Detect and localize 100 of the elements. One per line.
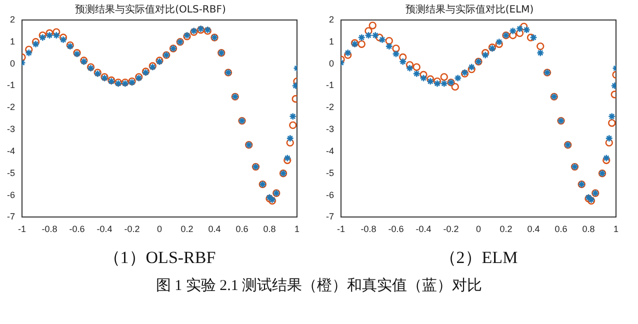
x-tick-label: 0 bbox=[476, 224, 482, 234]
x-tick-label: 1 bbox=[613, 224, 619, 234]
x-tick-label: 0.2 bbox=[500, 224, 512, 234]
point bbox=[46, 31, 54, 40]
text: （1）OLS-RBF bbox=[102, 246, 217, 268]
y-tick-label: -2 bbox=[6, 102, 15, 112]
x-tick-label: -0.4 bbox=[416, 224, 432, 234]
point bbox=[25, 46, 33, 54]
point bbox=[412, 63, 420, 71]
x-tick-label: 0.2 bbox=[180, 224, 194, 234]
point bbox=[364, 27, 372, 35]
point bbox=[605, 134, 613, 142]
x-tick-label: 0.4 bbox=[527, 224, 540, 234]
point bbox=[530, 34, 538, 42]
point bbox=[608, 112, 616, 120]
point bbox=[440, 73, 448, 81]
point bbox=[509, 27, 517, 35]
point bbox=[526, 34, 535, 42]
point bbox=[392, 50, 400, 58]
point bbox=[364, 31, 372, 40]
x-tick-label: 0 bbox=[156, 224, 162, 234]
point bbox=[412, 70, 420, 78]
point bbox=[516, 24, 524, 33]
x-tick-label: 0.6 bbox=[236, 224, 248, 234]
y-tick-label: 0 bbox=[328, 58, 334, 68]
y-tick-label: 1 bbox=[328, 36, 334, 46]
point bbox=[602, 154, 610, 162]
x-tick-label: -0.6 bbox=[69, 224, 85, 234]
point bbox=[38, 31, 46, 40]
x-tick-label: -0.8 bbox=[42, 224, 58, 234]
y-tick-label: -1 bbox=[326, 80, 334, 90]
point bbox=[358, 34, 366, 42]
point bbox=[52, 31, 60, 40]
y-tick-label: 2 bbox=[10, 14, 15, 24]
y-tick-label: -1 bbox=[6, 80, 15, 90]
x-tick-label: 0.6 bbox=[554, 224, 568, 234]
x-tick-label: -1 bbox=[18, 224, 26, 234]
point bbox=[284, 154, 292, 162]
y-tick-label: 2 bbox=[328, 14, 334, 24]
y-tick-label: -6 bbox=[326, 190, 334, 200]
text: （2）ELM bbox=[438, 246, 519, 268]
chart-title: 预测结果与实际值对比(OLS-RBF) bbox=[75, 4, 226, 16]
point bbox=[289, 112, 297, 120]
point bbox=[289, 121, 297, 130]
x-tick-label: -1 bbox=[336, 224, 346, 234]
point bbox=[52, 28, 60, 36]
y-tick-label: -4 bbox=[326, 146, 334, 156]
y-tick-label: -2 bbox=[326, 102, 334, 112]
point bbox=[358, 40, 366, 48]
point bbox=[522, 26, 530, 34]
y-tick-label: -4 bbox=[6, 146, 15, 156]
point bbox=[420, 74, 428, 82]
point bbox=[368, 22, 376, 30]
y-tick-label: -5 bbox=[6, 168, 15, 178]
point bbox=[406, 64, 414, 72]
point bbox=[399, 53, 407, 62]
point bbox=[286, 138, 294, 147]
point bbox=[608, 119, 616, 127]
x-tick-label: -0.8 bbox=[360, 224, 376, 234]
point bbox=[59, 36, 68, 44]
point bbox=[286, 134, 294, 142]
point bbox=[399, 58, 407, 66]
point bbox=[605, 138, 613, 147]
x-tick-label: -0.2 bbox=[443, 224, 459, 234]
point bbox=[468, 65, 476, 74]
y-tick-label: -3 bbox=[6, 124, 15, 134]
point bbox=[372, 31, 380, 40]
point bbox=[385, 42, 393, 50]
x-tick-label: 0.8 bbox=[263, 224, 276, 234]
y-tick-label: -7 bbox=[326, 212, 334, 222]
y-tick-label: -6 bbox=[6, 190, 15, 200]
point bbox=[440, 80, 448, 88]
point bbox=[536, 42, 544, 50]
point bbox=[509, 31, 517, 40]
point bbox=[426, 75, 434, 84]
point bbox=[451, 82, 459, 91]
point bbox=[376, 34, 384, 42]
point bbox=[385, 36, 393, 45]
caption: 图 1 实验 2.1 测试结果（橙）和真实值（蓝）对比 bbox=[154, 276, 484, 295]
y-tick-label: -5 bbox=[326, 168, 334, 178]
point bbox=[468, 63, 476, 71]
y-tick-label: -7 bbox=[6, 212, 15, 222]
point bbox=[426, 78, 434, 86]
point bbox=[454, 74, 462, 82]
y-tick-label: -3 bbox=[326, 124, 334, 134]
point bbox=[284, 156, 292, 164]
point bbox=[516, 29, 524, 37]
x-tick-label: 1 bbox=[294, 224, 300, 234]
point bbox=[602, 156, 610, 164]
point bbox=[536, 49, 544, 57]
point bbox=[378, 36, 386, 44]
point bbox=[392, 44, 400, 52]
chart-title: 预测结果与实际值对比(ELM) bbox=[405, 4, 534, 16]
x-tick-label: 0.4 bbox=[208, 224, 221, 234]
point bbox=[25, 49, 33, 57]
x-tick-label: 0.8 bbox=[582, 224, 595, 234]
x-tick-label: -0.4 bbox=[96, 224, 112, 234]
y-tick-label: 1 bbox=[10, 36, 15, 46]
x-tick-label: -0.2 bbox=[124, 224, 140, 234]
y-tick-label: 0 bbox=[10, 58, 15, 68]
